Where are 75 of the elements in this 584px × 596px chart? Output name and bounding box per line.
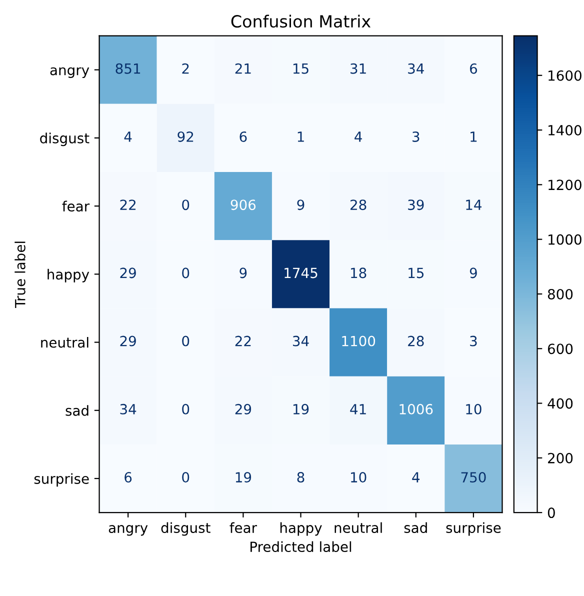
color-bar-label: 1200 bbox=[548, 180, 582, 190]
data-label: 9 bbox=[240, 268, 247, 278]
data-label: 1 bbox=[298, 132, 304, 142]
data-label: 28 bbox=[350, 200, 366, 210]
data-label: 22 bbox=[235, 336, 251, 346]
x-tick-label: happy bbox=[280, 522, 322, 536]
x-axis-title: Predicted label bbox=[250, 541, 352, 552]
color-bar-label: 1600 bbox=[548, 70, 582, 81]
x-tick-label: fear bbox=[230, 522, 258, 534]
data-label: 21 bbox=[235, 63, 251, 74]
data-label: 34 bbox=[408, 63, 424, 74]
data-label: 1 bbox=[470, 132, 477, 142]
data-label: 22 bbox=[120, 200, 136, 210]
y-tick-label: sad bbox=[66, 405, 88, 416]
y-tick-label: surprise bbox=[34, 473, 89, 487]
y-tick-label: angry bbox=[50, 67, 90, 78]
data-label: 1745 bbox=[284, 268, 318, 278]
data-label: 10 bbox=[351, 472, 366, 483]
data-label: 10 bbox=[466, 404, 482, 414]
y-axis-title: True label bbox=[14, 242, 26, 308]
x-tick-label: surprise bbox=[446, 522, 501, 536]
data-label: 4 bbox=[124, 132, 132, 142]
color-bar-label: 600 bbox=[548, 344, 573, 354]
data-label: 4 bbox=[354, 132, 362, 142]
data-label: 6 bbox=[470, 63, 477, 74]
data-label: 39 bbox=[408, 200, 424, 210]
data-label: 19 bbox=[236, 472, 252, 483]
data-label: 0 bbox=[182, 336, 190, 346]
data-label: 19 bbox=[293, 404, 309, 414]
data-label: 2 bbox=[182, 63, 189, 74]
data-label: 1100 bbox=[342, 336, 376, 346]
data-label: 15 bbox=[293, 64, 308, 74]
x-tick-label: disgust bbox=[161, 522, 210, 536]
color-bar-label: 400 bbox=[548, 398, 573, 409]
data-label: 3 bbox=[412, 131, 420, 142]
y-tick-label: disgust bbox=[40, 132, 90, 146]
data-label: 92 bbox=[178, 131, 194, 142]
data-label: 906 bbox=[230, 200, 256, 210]
x-tick-label: neutral bbox=[334, 522, 382, 534]
data-label: 0 bbox=[182, 472, 190, 483]
data-label: 4 bbox=[412, 472, 420, 482]
y-tick-label: fear bbox=[62, 200, 90, 212]
data-label: 31 bbox=[350, 63, 366, 74]
color-bar-label: 200 bbox=[548, 452, 573, 464]
data-label: 34 bbox=[120, 404, 136, 414]
y-tick-label: happy bbox=[48, 268, 90, 282]
data-label: 6 bbox=[124, 472, 132, 483]
chart-title: Confusion Matrix bbox=[231, 14, 371, 28]
data-label: 9 bbox=[470, 268, 477, 278]
color-bar-label: 1000 bbox=[548, 234, 582, 245]
data-label: 18 bbox=[351, 268, 366, 278]
data-label: 29 bbox=[120, 268, 136, 278]
data-label: 29 bbox=[235, 404, 252, 414]
data-label: 3 bbox=[470, 336, 477, 346]
data-label: 6 bbox=[240, 131, 247, 142]
data-label: 28 bbox=[408, 336, 424, 346]
data-label: 34 bbox=[292, 336, 309, 346]
data-label: 8 bbox=[297, 472, 304, 483]
y-tick-label: neutral bbox=[41, 337, 88, 348]
data-label: 0 bbox=[182, 404, 190, 414]
data-label: 851 bbox=[116, 63, 140, 74]
data-label: 14 bbox=[466, 200, 482, 210]
x-tick-label: sad bbox=[404, 522, 427, 534]
data-label: 41 bbox=[350, 404, 366, 414]
data-label: 9 bbox=[297, 200, 304, 210]
color-bar-label: 0 bbox=[548, 508, 555, 518]
color-bar-label: 800 bbox=[548, 288, 573, 300]
data-label: 0 bbox=[182, 200, 190, 210]
data-label: 29 bbox=[120, 336, 136, 346]
color-bar-label: 1400 bbox=[548, 124, 582, 136]
data-label: 750 bbox=[461, 472, 486, 483]
data-label: 1006 bbox=[400, 404, 433, 414]
data-label: 0 bbox=[182, 268, 190, 278]
data-label: 15 bbox=[408, 268, 424, 278]
x-tick-label: angry bbox=[108, 525, 148, 536]
